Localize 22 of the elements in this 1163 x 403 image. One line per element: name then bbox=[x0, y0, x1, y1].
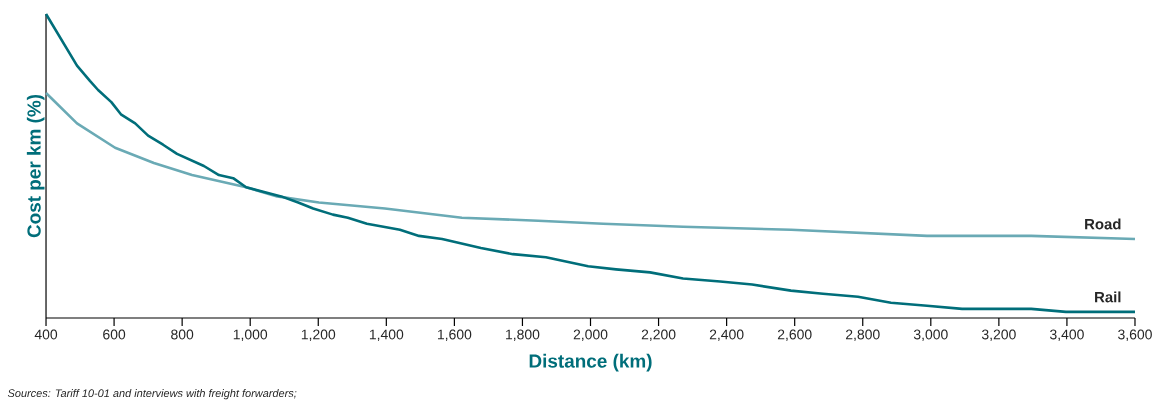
x-tick-label: 600 bbox=[103, 329, 126, 340]
x-tick-label: 3,000 bbox=[913, 329, 948, 342]
source-note: Sources: Tariff 10-01 and interviews with freight forwarders; bbox=[7, 389, 297, 400]
x-tick-label: 2,400 bbox=[709, 329, 744, 342]
series-label: Road bbox=[1085, 218, 1121, 230]
x-tick-label: 1,000 bbox=[233, 329, 268, 342]
series-label: Rail bbox=[1095, 291, 1121, 303]
x-axis-title: Distance (km) bbox=[529, 354, 652, 372]
x-tick-label: 800 bbox=[171, 329, 194, 340]
x-tick-label: 1,200 bbox=[301, 329, 336, 342]
x-tick-label: 400 bbox=[34, 329, 58, 340]
x-tick-label: 1,400 bbox=[369, 329, 404, 342]
x-tick-label: 3,200 bbox=[981, 329, 1016, 342]
x-tick-label: 1,600 bbox=[437, 329, 472, 342]
x-tick-label: 3,600 bbox=[1118, 329, 1152, 342]
x-tick-label: 2,600 bbox=[777, 329, 812, 342]
x-tick-label: 2,800 bbox=[846, 329, 880, 342]
x-tick-label: 3,400 bbox=[1050, 329, 1084, 342]
x-tick-label: 1,800 bbox=[506, 329, 540, 342]
y-axis-title: Cost per km (%) bbox=[26, 95, 45, 238]
x-tick-label: 2,000 bbox=[573, 329, 608, 342]
x-tick-label: 2,200 bbox=[641, 329, 676, 342]
